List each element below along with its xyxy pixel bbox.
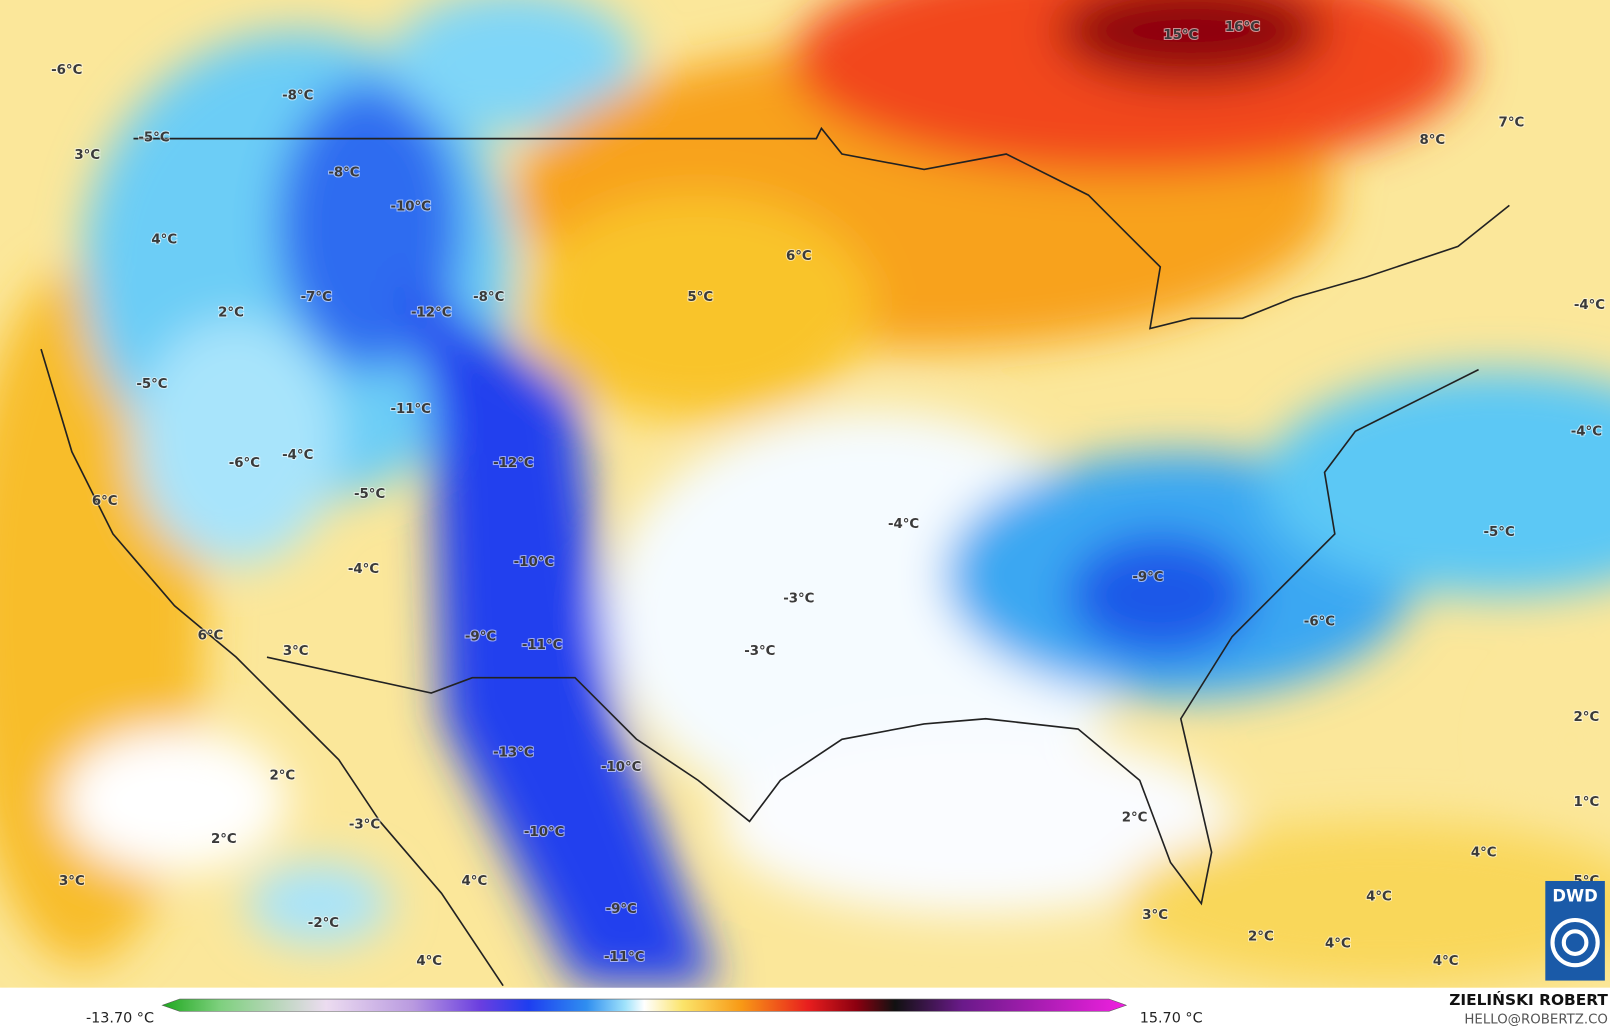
email: HELLO@ROBERTZ.CO [1464,1013,1608,1028]
temp-label: -9°C [1132,570,1163,585]
temp-label: -7°C [301,290,332,305]
temp-label: 2°C [269,768,295,783]
temp-label: -4°C [348,562,379,577]
min-label: -13.70 °C [86,1011,154,1027]
logo: DWD [1545,880,1605,981]
temp-label: -9°C [606,902,637,917]
temp-label: 4°C [1471,845,1497,860]
temp-label: -11°C [604,950,645,965]
temp-label: 16°C [1225,20,1260,35]
temp-label: 3°C [283,644,309,659]
max-label: 15.70 °C [1140,1011,1203,1027]
temp-label: -6°C [229,456,260,471]
temp-label: 4°C [1325,937,1351,952]
temp-label: 7°C [1499,115,1525,130]
temp-label: 4°C [416,954,442,969]
temp-label: -5°C [136,377,167,392]
colorbar [161,998,1128,1012]
temp-label: 4°C [1366,889,1392,904]
temp-label: -12°C [493,456,534,471]
temp-label: -5°C [138,131,169,146]
temp-label: -2°C [308,916,339,931]
temp-label: -6°C [51,63,82,78]
borders [40,126,1510,987]
temp-label: 3°C [59,874,85,889]
temp-label: 6°C [786,249,812,264]
author: ZIELIŃSKI ROBERT [1449,990,1608,1009]
logo-text: DWD [1552,887,1597,906]
temp-label: -8°C [282,89,313,104]
temp-label: 6°C [198,629,224,644]
temp-label: 8°C [1419,133,1445,148]
temp-label: 2°C [1574,710,1600,725]
temp-label: 1°C [1574,795,1600,810]
temp-label: -10°C [390,199,431,214]
colorbar-gradient [161,998,1128,1012]
temperature-field [0,0,1610,988]
temp-label: -8°C [328,166,359,181]
temp-label: 6°C [92,494,118,509]
temp-label: -13°C [493,746,534,761]
temp-label: 2°C [211,832,237,847]
temp-label: -4°C [888,517,919,532]
temp-label: 3°C [74,148,100,163]
temp-label: -12°C [411,305,452,320]
temp-label: -11°C [522,638,563,653]
temp-label: 4°C [462,874,488,889]
temp-label: 2°C [218,305,244,320]
temp-label: -6°C [1304,614,1335,629]
temp-label: -3°C [783,592,814,607]
temp-label: -4°C [1574,298,1605,313]
temp-label: 4°C [151,232,177,247]
temp-label: -8°C [473,290,504,305]
temp-label: -3°C [744,644,775,659]
temp-label: 5°C [687,290,713,305]
temp-label: -10°C [514,555,555,570]
temp-label: 4°C [1433,954,1459,969]
temp-label: 3°C [1142,908,1168,923]
temp-label: 15°C [1163,28,1198,43]
temp-label: -5°C [354,487,385,502]
temp-label: -9°C [465,630,496,645]
temp-label: -3°C [349,818,380,833]
temp-label: -4°C [1571,424,1602,439]
temp-label: 2°C [1122,810,1148,825]
temp-label: -5°C [1483,525,1514,540]
temp-label: 2°C [1248,930,1274,945]
temp-label: -10°C [601,760,642,775]
temp-label: -11°C [390,402,431,417]
temp-label: -10°C [524,825,565,840]
temp-label: -4°C [282,448,313,463]
